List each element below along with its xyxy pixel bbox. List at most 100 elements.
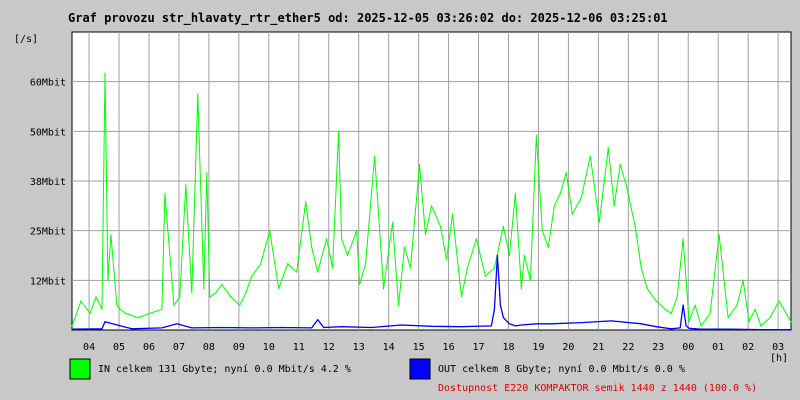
data-point-in bbox=[149, 312, 151, 315]
data-point-out bbox=[71, 328, 73, 330]
legend-in-swatch bbox=[69, 358, 91, 380]
data-point-in bbox=[682, 238, 684, 240]
data-point-in bbox=[341, 238, 343, 240]
data-point-out bbox=[700, 328, 702, 330]
data-point-out bbox=[430, 325, 433, 327]
data-point-in bbox=[700, 325, 702, 327]
data-point-in bbox=[676, 296, 678, 298]
data-point-in bbox=[646, 288, 648, 290]
data-point-in bbox=[338, 130, 340, 132]
data-point-out bbox=[191, 327, 193, 329]
data-point-in bbox=[727, 316, 729, 319]
data-point-in bbox=[185, 184, 187, 186]
data-point-in bbox=[278, 288, 280, 290]
x-tick-label: 13 bbox=[353, 342, 365, 353]
data-point-out bbox=[688, 327, 690, 329]
data-point-in bbox=[670, 312, 672, 315]
data-point-in bbox=[664, 308, 666, 310]
data-point-in bbox=[607, 147, 609, 149]
data-point-out bbox=[496, 254, 499, 257]
data-point-in bbox=[451, 213, 454, 215]
x-tick-label: 11 bbox=[293, 342, 305, 353]
data-point-out bbox=[499, 304, 502, 306]
data-point-in bbox=[119, 308, 121, 310]
legend-out-swatch bbox=[409, 358, 431, 380]
data-point-out bbox=[502, 316, 504, 319]
data-point-in bbox=[173, 304, 175, 306]
data-point-in bbox=[742, 279, 744, 281]
legend-out-label: OUT celkem 8 Gbyte; nyní 0.0 Mbit/s 0.0 … bbox=[438, 363, 685, 375]
series-line-out bbox=[71, 254, 791, 331]
data-point-in bbox=[287, 263, 289, 265]
data-point-in bbox=[364, 263, 367, 265]
data-point-out bbox=[370, 326, 373, 329]
data-point-in bbox=[221, 283, 223, 286]
data-point-in bbox=[382, 288, 385, 290]
data-point-in bbox=[397, 304, 400, 306]
data-point-in bbox=[125, 312, 127, 315]
data-point-in bbox=[164, 192, 166, 195]
data-point-in bbox=[655, 300, 657, 302]
data-point-out bbox=[514, 325, 516, 327]
series-line-in bbox=[71, 72, 792, 327]
data-point-out bbox=[520, 324, 522, 326]
x-tick-label: 12 bbox=[323, 342, 335, 353]
data-point-in bbox=[403, 246, 406, 248]
x-tick-label: 08 bbox=[203, 342, 215, 353]
data-point-in bbox=[619, 163, 621, 166]
data-point-out bbox=[790, 328, 792, 331]
data-point-in bbox=[718, 234, 720, 236]
data-point-in bbox=[571, 213, 573, 215]
x-tick-label: 10 bbox=[263, 342, 275, 353]
data-point-in bbox=[484, 275, 487, 277]
data-point-out bbox=[682, 304, 684, 306]
data-point-in bbox=[311, 246, 313, 248]
data-point-in bbox=[640, 267, 642, 269]
data-point-out bbox=[550, 323, 552, 325]
data-point-in bbox=[179, 296, 181, 298]
x-tick-label: 00 bbox=[682, 342, 694, 353]
data-point-in bbox=[89, 312, 91, 315]
x-tick-label: 15 bbox=[413, 342, 425, 353]
grid bbox=[72, 32, 791, 330]
data-point-in bbox=[409, 267, 412, 269]
data-point-in bbox=[359, 283, 361, 286]
x-tick-label: 02 bbox=[742, 342, 754, 353]
data-point-in bbox=[748, 321, 750, 323]
data-point-out bbox=[101, 328, 103, 330]
data-point-out bbox=[221, 326, 223, 329]
data-point-in bbox=[95, 296, 97, 298]
data-point-in bbox=[688, 321, 690, 323]
data-point-in bbox=[559, 192, 561, 195]
data-point-in bbox=[520, 288, 522, 290]
data-point-in bbox=[80, 300, 82, 302]
data-point-in bbox=[107, 279, 109, 281]
x-tick-label: 19 bbox=[532, 342, 544, 353]
data-point-in bbox=[475, 238, 478, 240]
x-tick-label: 18 bbox=[502, 342, 514, 353]
y-tick-label: 60Mbit bbox=[30, 78, 66, 89]
data-point-in bbox=[565, 172, 567, 174]
x-tick-label: 17 bbox=[473, 342, 485, 353]
data-point-in bbox=[769, 316, 771, 319]
data-point-in bbox=[104, 72, 106, 74]
data-point-in bbox=[305, 201, 307, 203]
y-axis: 12Mbit 25Mbit 38Mbit 50Mbit 60Mbit bbox=[30, 78, 66, 288]
data-point-in bbox=[523, 254, 525, 257]
x-tick-label: 03 bbox=[772, 342, 784, 353]
data-point-in bbox=[535, 134, 537, 137]
data-point-out bbox=[131, 328, 133, 330]
data-point-out bbox=[655, 326, 657, 328]
data-point-out bbox=[508, 323, 510, 325]
data-point-in bbox=[71, 325, 73, 327]
data-point-in bbox=[101, 308, 103, 310]
y-tick-label: 12Mbit bbox=[30, 276, 66, 287]
data-point-in bbox=[430, 205, 433, 207]
data-point-in bbox=[203, 288, 205, 290]
data-point-out bbox=[730, 328, 732, 330]
data-point-in bbox=[347, 254, 349, 257]
data-point-in bbox=[634, 225, 636, 228]
data-point-out bbox=[251, 327, 253, 329]
data-point-in bbox=[317, 271, 319, 273]
data-point-out bbox=[311, 327, 313, 329]
